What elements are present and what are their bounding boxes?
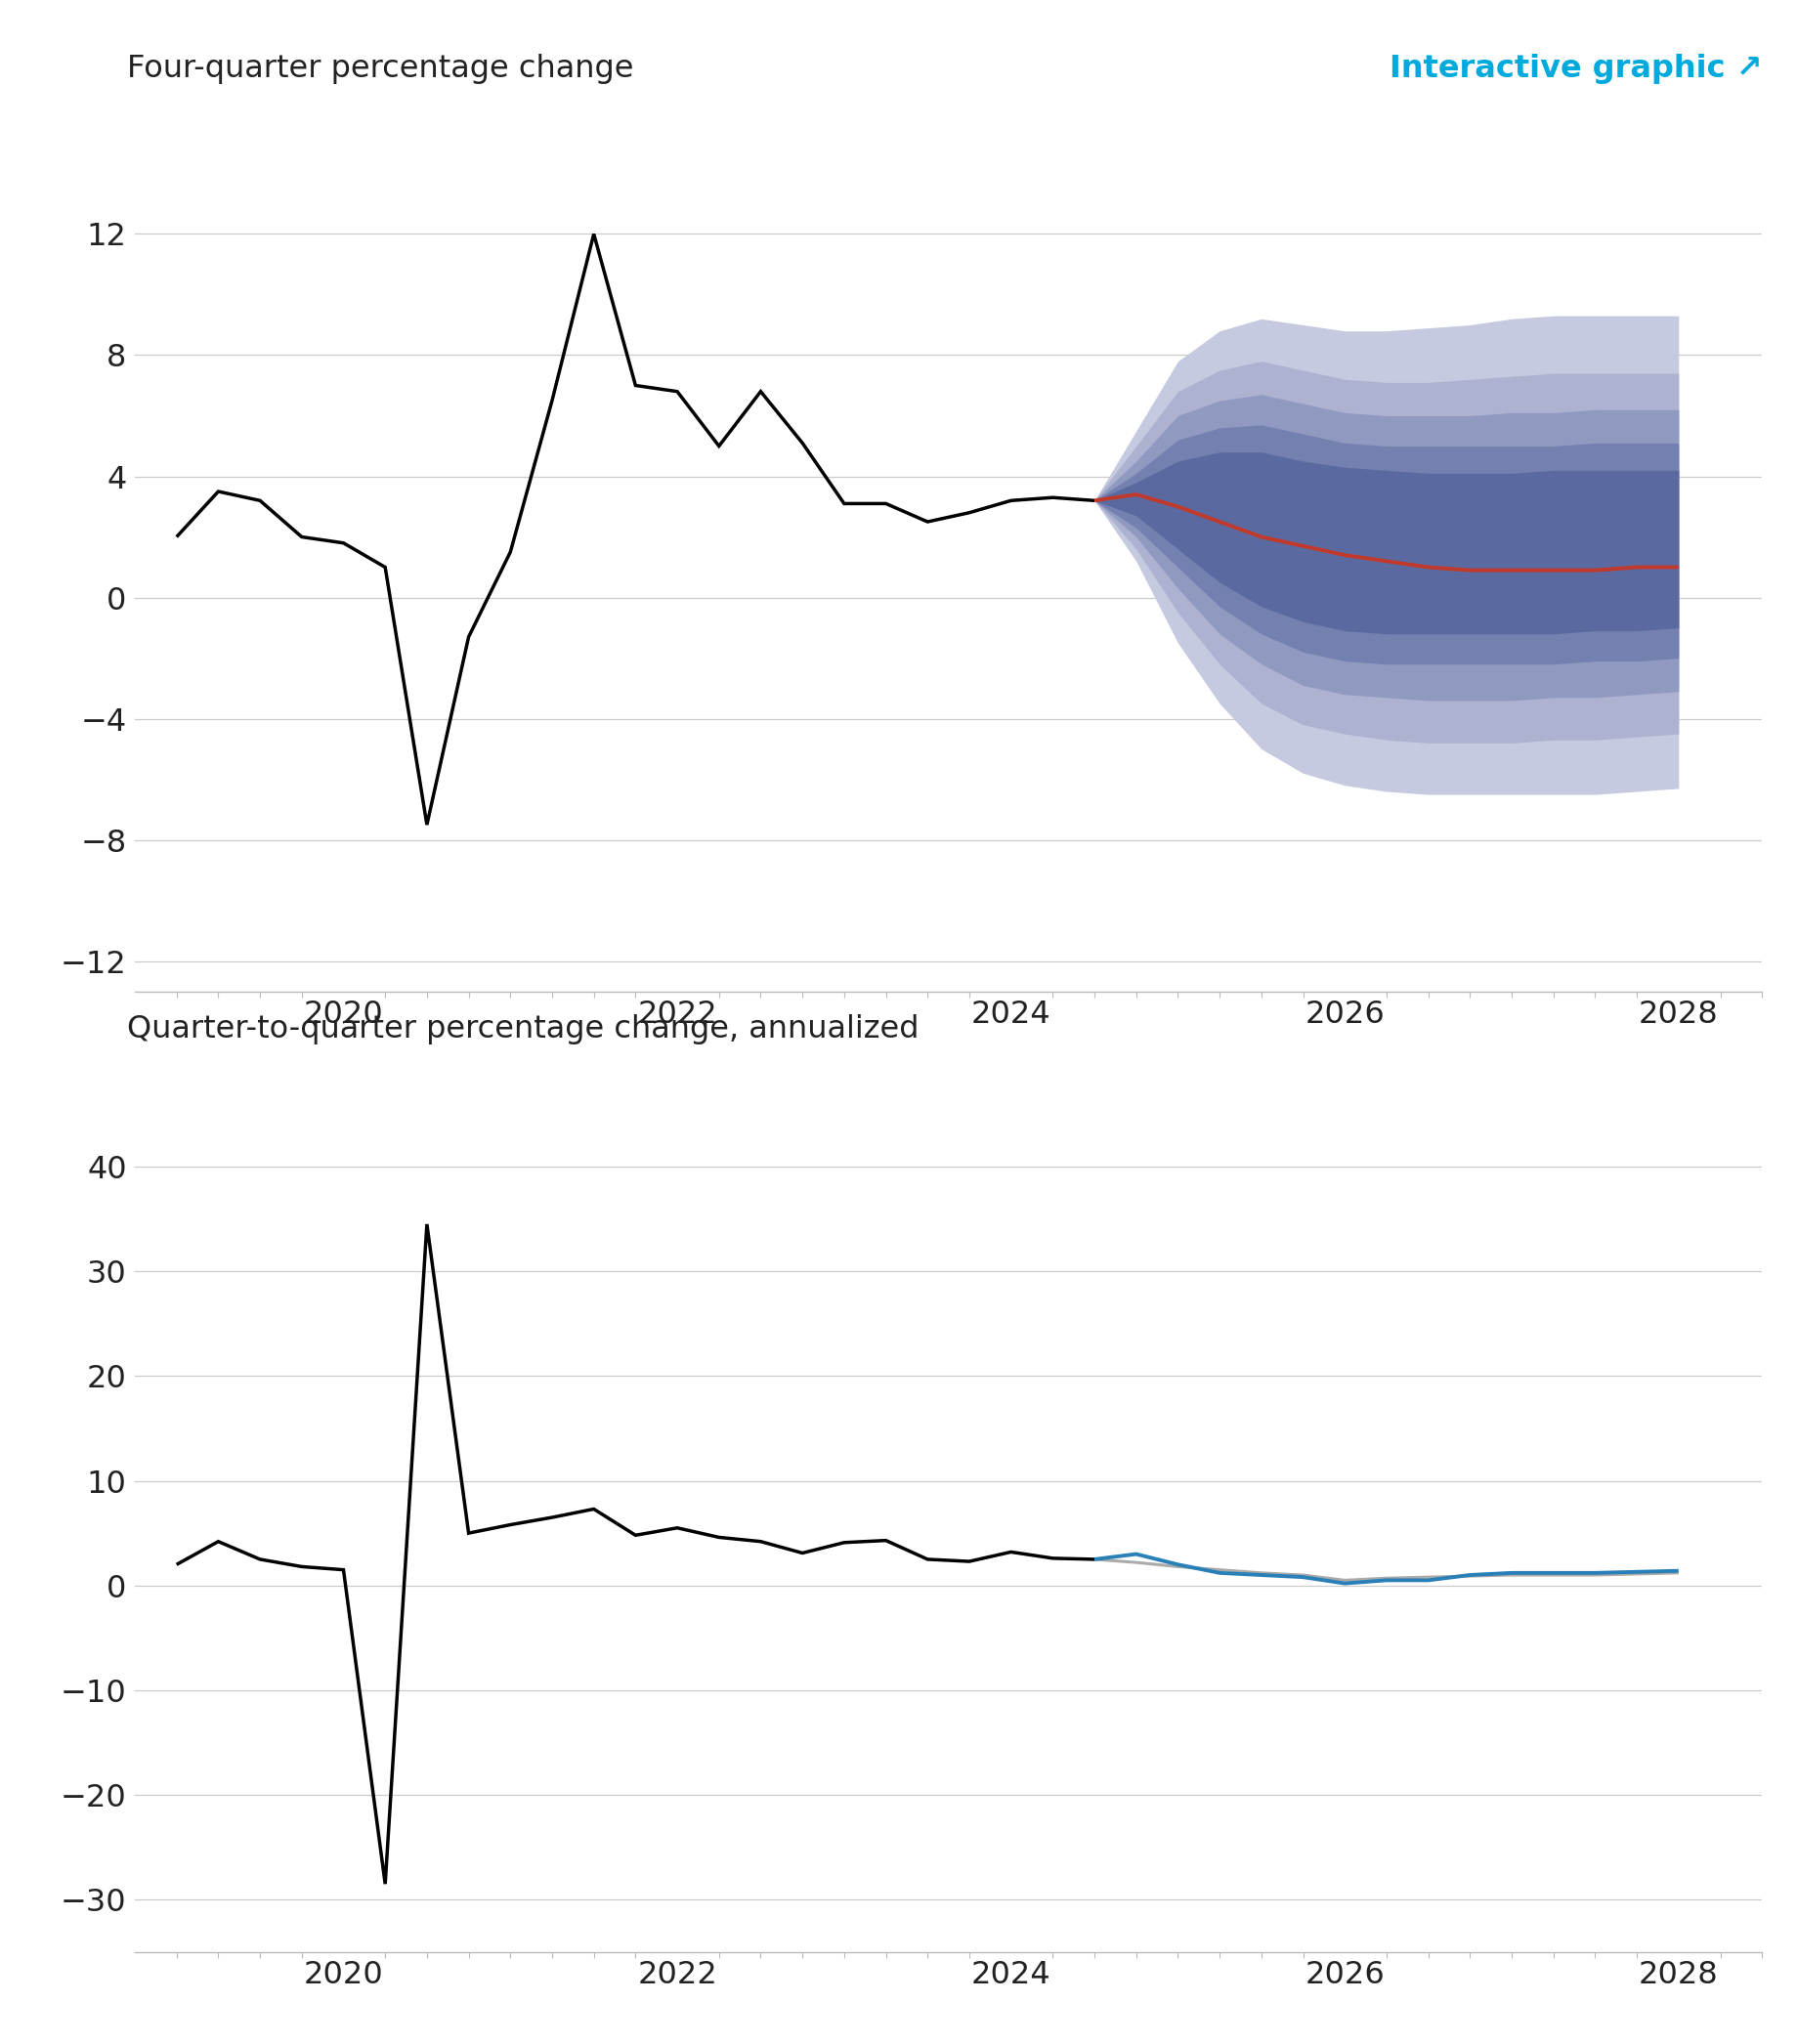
Text: Four-quarter percentage change: Four-quarter percentage change [126, 53, 633, 84]
Text: Quarter-to-quarter percentage change, annualized: Quarter-to-quarter percentage change, an… [126, 1014, 918, 1044]
Text: Interactive graphic ↗: Interactive graphic ↗ [1389, 53, 1761, 84]
